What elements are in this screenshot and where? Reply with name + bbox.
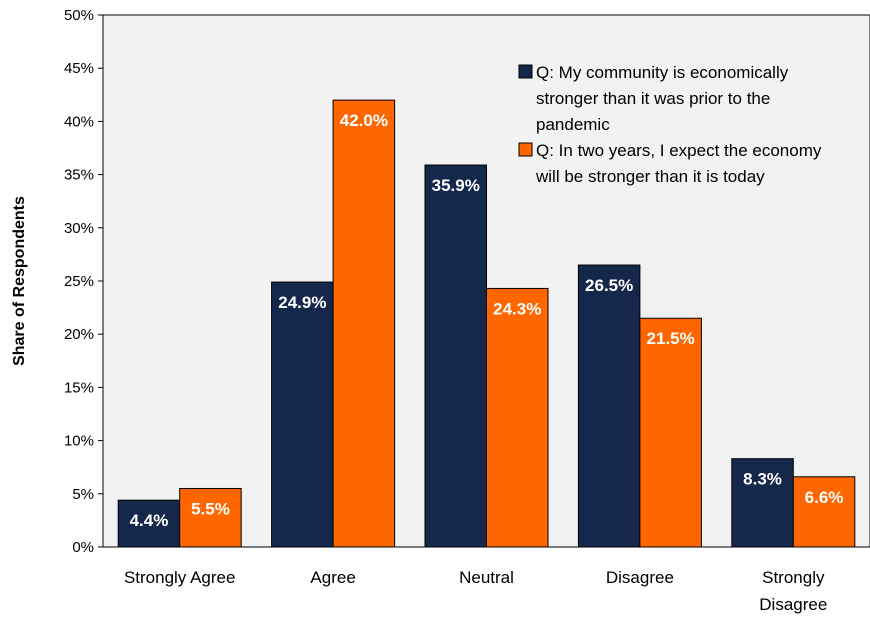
y-axis: 0% 5% 10% 15% 20% 25% 30% 35% 40% 45% 50% (64, 7, 103, 556)
legend-label: pandemic (536, 115, 610, 134)
y-tick-label: 50% (64, 7, 94, 24)
bar-value-label: 26.5% (585, 276, 633, 295)
y-axis-label: Share of Respondents (11, 196, 28, 366)
y-tick-label: 35% (64, 167, 94, 184)
legend-label: Q: My community is economically (536, 63, 789, 82)
legend-swatch (518, 64, 533, 79)
x-tick-label: Strongly (762, 568, 825, 587)
bar (332, 99, 396, 548)
bar (271, 281, 334, 548)
bar (179, 487, 242, 548)
legend-label: will be stronger than it is today (535, 167, 765, 186)
x-tick-label: Disagree (759, 595, 827, 614)
bar (424, 164, 487, 548)
x-axis: Strongly Agree Agree Neutral Disagree Strong… (124, 568, 827, 614)
bar-value-label: 35.9% (432, 176, 480, 195)
legend-label: Q: In two years, I expect the economy (536, 141, 822, 160)
y-tick-label: 30% (64, 220, 94, 237)
bar-value-label: 4.4% (130, 511, 169, 530)
x-tick-label: Strongly Agree (124, 568, 236, 587)
y-tick-label: 5% (72, 486, 94, 503)
bar (639, 317, 702, 548)
bar-value-label: 24.9% (278, 293, 326, 312)
bars (117, 99, 856, 548)
y-tick-label: 20% (64, 326, 94, 343)
bar-value-label: 21.5% (647, 329, 695, 348)
x-tick-label: Agree (310, 568, 355, 587)
data-labels: 4.4% 5.5% 24.9% 42.0% 35.9% 24.3% 26.5% 21.5% 8.… (130, 111, 844, 530)
y-tick-label: 45% (64, 60, 94, 77)
legend-label: stronger than it was prior to the (536, 89, 770, 108)
bar (792, 476, 856, 548)
bar (577, 264, 641, 548)
legend-swatch (518, 142, 533, 157)
y-tick-label: 15% (64, 379, 94, 396)
y-tick-label: 10% (64, 433, 94, 450)
bar (731, 458, 794, 548)
legend: Q: My community is economically stronger … (518, 63, 822, 186)
bar-value-label: 24.3% (493, 299, 541, 318)
y-tick-label: 40% (64, 113, 94, 130)
bar-value-label: 6.6% (805, 488, 844, 507)
bar-value-label: 5.5% (191, 499, 230, 518)
bar-value-label: 42.0% (340, 111, 388, 130)
bar-value-label: 8.3% (743, 470, 782, 489)
x-tick-label: Disagree (606, 568, 674, 587)
bar (117, 499, 181, 548)
bar (486, 287, 549, 548)
y-tick-label: 0% (72, 539, 94, 556)
y-tick-label: 25% (64, 273, 94, 290)
x-tick-label: Neutral (459, 568, 514, 587)
